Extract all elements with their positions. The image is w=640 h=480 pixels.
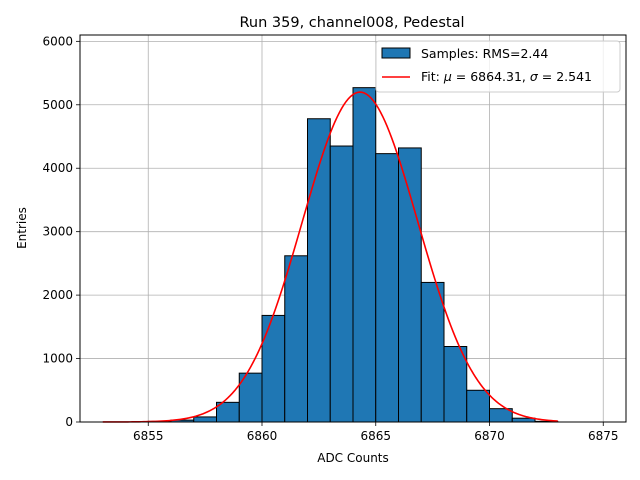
- histogram-bar: [261, 314, 286, 423]
- chart-title: Run 359, channel008, Pedestal: [239, 15, 464, 31]
- histogram-bar: [420, 281, 445, 423]
- x-tick-label: 6875: [588, 429, 619, 443]
- histogram-bar: [193, 416, 217, 423]
- legend: Samples: RMS=2.44 Fit: μ = 6864.31, σ = …: [375, 40, 621, 93]
- x-tick-label: 6855: [133, 429, 164, 443]
- histogram-bar: [352, 87, 377, 423]
- y-axis-ticks: 0 1000 2000 3000 4000 5000 6000: [42, 34, 80, 429]
- histogram-bar: [375, 153, 399, 423]
- y-tick-label: 6000: [42, 34, 73, 48]
- y-tick-label: 4000: [42, 161, 73, 175]
- histogram-bar: [329, 145, 354, 423]
- histogram-bar: [466, 389, 490, 423]
- y-tick-label: 3000: [42, 225, 73, 239]
- y-tick-label: 2000: [42, 288, 73, 302]
- legend-box: [375, 40, 621, 93]
- legend-fit-sigma-value: = 2.541: [538, 69, 592, 84]
- x-tick-label: 6865: [360, 429, 391, 443]
- legend-fit-mu-value: = 6864.31,: [452, 69, 530, 84]
- histogram-bar: [443, 346, 468, 423]
- x-axis-label: ADC Counts: [317, 451, 389, 465]
- histogram-bar: [284, 255, 308, 423]
- x-tick-label: 6870: [474, 429, 505, 443]
- y-tick-label: 0: [65, 415, 73, 429]
- legend-histogram-swatch: [381, 47, 411, 59]
- x-tick-label: 6860: [247, 429, 278, 443]
- x-axis-ticks: 6855 6860 6865 6870 6875: [133, 422, 619, 443]
- legend-fit-mu-symbol: μ: [443, 69, 452, 84]
- legend-fit-label: Fit: μ = 6864.31, σ = 2.541: [421, 69, 592, 84]
- y-axis-label: Entries: [15, 207, 29, 249]
- legend-fit-sigma-symbol: σ: [530, 69, 539, 84]
- y-tick-label: 1000: [42, 352, 73, 366]
- y-tick-label: 5000: [42, 98, 73, 112]
- histogram-bar: [398, 147, 422, 423]
- histogram-bars: [147, 87, 559, 423]
- legend-fit-prefix: Fit:: [421, 69, 444, 84]
- fit-curve: [102, 91, 558, 423]
- legend-histogram-label: Samples: RMS=2.44: [421, 46, 548, 61]
- plot-frame: [79, 34, 627, 423]
